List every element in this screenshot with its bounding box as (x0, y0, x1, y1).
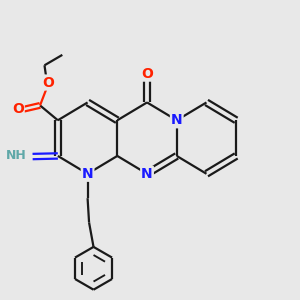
Text: N: N (171, 113, 183, 127)
Text: N: N (141, 167, 153, 181)
Text: NH: NH (6, 149, 27, 162)
Text: O: O (141, 67, 153, 81)
Text: O: O (42, 76, 54, 89)
Text: N: N (82, 167, 93, 181)
Text: O: O (12, 102, 24, 116)
